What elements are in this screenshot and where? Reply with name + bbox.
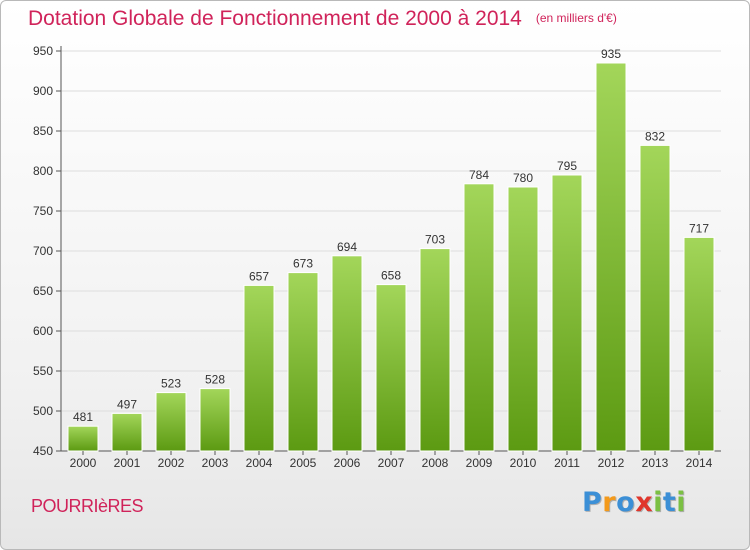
data-label: 935 [601, 47, 621, 61]
logo-letter: P [582, 487, 603, 518]
y-tick-labels: 450 500 550 600 650 700 750 800 850 900 950 [33, 44, 53, 458]
bar [463, 183, 495, 452]
bar [67, 425, 99, 452]
x-tick-label: 2011 [554, 456, 580, 470]
data-label: 523 [161, 377, 181, 391]
data-label: 703 [425, 233, 445, 247]
x-tick-label: 2008 [422, 456, 449, 470]
data-labels: 481 497 523 528 657 673 694 658 703 784 780 795 935 8… [73, 47, 709, 424]
x-tick-label: 2010 [510, 456, 537, 470]
x-tick-label: 2000 [70, 456, 97, 470]
data-label: 528 [205, 373, 225, 387]
bar [507, 186, 539, 452]
x-tick-label: 2003 [202, 456, 229, 470]
x-tick-label: 2014 [686, 456, 713, 470]
chart-title-unit: (en milliers d'€) [535, 11, 617, 25]
y-tick-label: 600 [33, 324, 53, 338]
x-tick-label: 2013 [642, 456, 669, 470]
bar [155, 392, 187, 452]
x-tick-label: 2007 [378, 456, 405, 470]
logo-letter: i [653, 487, 663, 518]
x-tick-label: 2001 [114, 456, 141, 470]
y-tick-label: 900 [33, 84, 53, 98]
data-label: 780 [513, 171, 533, 185]
y-tick-label: 700 [33, 244, 53, 258]
logo-letter: i [676, 487, 687, 518]
x-tick-label: 2005 [290, 456, 317, 470]
chart-title: Dotation Globale de Fonctionnement de 20… [28, 7, 617, 31]
logo-letter: o [616, 487, 636, 518]
data-label: 497 [117, 397, 137, 411]
bar [111, 412, 143, 452]
y-tick-label: 500 [33, 404, 53, 418]
bar [683, 236, 715, 452]
y-tick-label: 800 [33, 164, 53, 178]
bar [243, 284, 275, 452]
bar [639, 144, 671, 452]
x-tick-label: 2006 [334, 456, 361, 470]
logo-letter: x [635, 487, 654, 518]
x-tick-label: 2002 [158, 456, 185, 470]
data-label: 673 [293, 257, 313, 271]
logo-letter: t [662, 487, 677, 518]
x-tick-label: 2012 [598, 456, 625, 470]
y-tick-label: 850 [33, 124, 53, 138]
data-label: 658 [381, 269, 401, 283]
x-tick-labels: 2000 2001 2002 2003 2004 2005 2006 2007 2008 2009… [70, 451, 713, 470]
data-label: 694 [337, 240, 357, 254]
data-label: 795 [557, 159, 577, 173]
y-tick-label: 750 [33, 204, 53, 218]
data-label: 784 [469, 168, 489, 182]
data-label: 481 [73, 410, 93, 424]
bar [595, 62, 627, 452]
data-label: 717 [689, 221, 709, 235]
x-tick-label: 2009 [466, 456, 493, 470]
y-tick-label: 450 [33, 444, 53, 458]
bars [67, 62, 715, 452]
logo-letter: r [602, 487, 617, 518]
data-label: 657 [249, 269, 269, 283]
y-tick-label: 650 [33, 284, 53, 298]
x-tick-label: 2004 [246, 456, 273, 470]
proxiti-logo: Proxiti [582, 487, 686, 518]
y-tick-label: 550 [33, 364, 53, 378]
bar [331, 255, 363, 452]
chart-title-text: Dotation Globale de Fonctionnement de 20… [28, 7, 522, 30]
y-tick-label: 950 [33, 44, 53, 58]
data-label: 832 [645, 129, 665, 143]
town-name: POURRIèRES [31, 496, 144, 516]
bar [419, 248, 451, 452]
bar [551, 174, 583, 452]
bar [199, 388, 231, 452]
bar [287, 272, 319, 452]
bar [375, 284, 407, 452]
